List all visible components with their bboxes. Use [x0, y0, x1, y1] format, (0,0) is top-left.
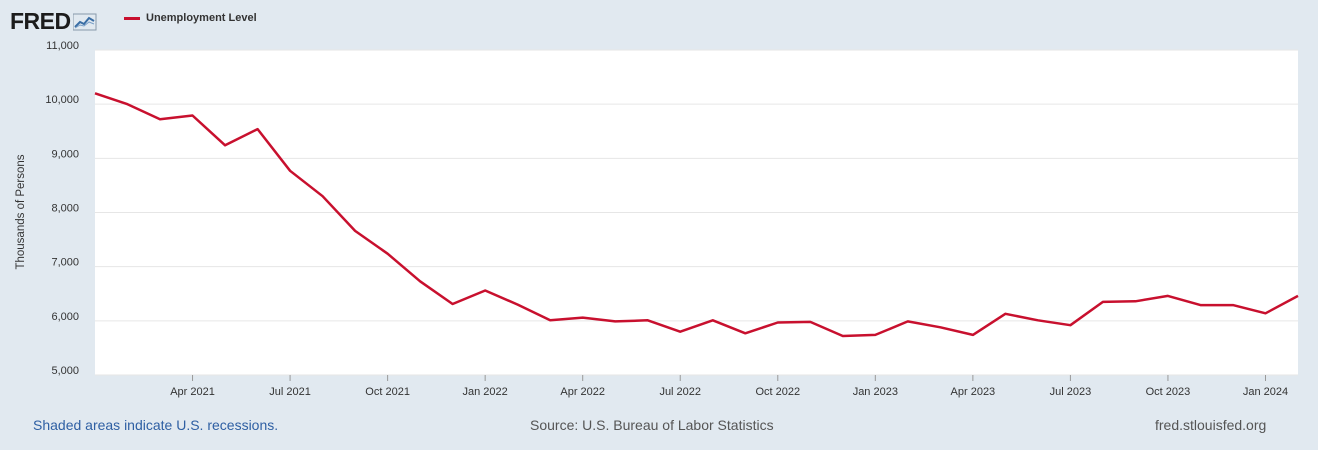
data-point[interactable] [1132, 298, 1138, 304]
x-tick-label: Apr 2022 [560, 386, 605, 398]
data-point[interactable] [612, 318, 618, 324]
x-tick-label: Apr 2023 [951, 386, 996, 398]
recession-note-link[interactable]: Shaded areas indicate U.S. recessions. [33, 417, 279, 433]
x-tick-label: Jul 2021 [269, 386, 311, 398]
data-point[interactable] [92, 90, 98, 96]
data-point[interactable] [482, 288, 488, 294]
data-point[interactable] [450, 301, 456, 307]
data-point[interactable] [1295, 293, 1301, 299]
legend-swatch [124, 16, 140, 20]
data-point[interactable] [1165, 293, 1171, 299]
fred-logo[interactable]: FRED [10, 8, 97, 35]
data-point[interactable] [905, 318, 911, 324]
y-axis-label: Thousands of Persons [15, 154, 27, 269]
data-point[interactable] [1262, 310, 1268, 316]
data-point[interactable] [677, 329, 683, 335]
y-tick-label: 11,000 [46, 40, 79, 52]
data-point[interactable] [1230, 302, 1236, 308]
x-tick-label: Oct 2023 [1146, 386, 1191, 398]
data-point[interactable] [157, 116, 163, 122]
data-point[interactable] [807, 319, 813, 325]
y-tick-label: 5,000 [51, 365, 79, 377]
x-tick-label: Apr 2021 [170, 386, 215, 398]
logo-text: FRED [10, 8, 71, 34]
data-point[interactable] [580, 315, 586, 321]
data-point[interactable] [1035, 317, 1041, 323]
x-tick-label: Jan 2022 [463, 386, 508, 398]
x-tick-label: Jan 2024 [1243, 386, 1288, 398]
data-point[interactable] [742, 330, 748, 336]
source-text: Source: U.S. Bureau of Labor Statistics [530, 417, 774, 433]
x-tick-label: Oct 2022 [755, 386, 800, 398]
x-tick-label: Jul 2023 [1050, 386, 1092, 398]
y-tick-label: 10,000 [45, 94, 79, 106]
data-point[interactable] [417, 278, 423, 284]
data-point[interactable] [840, 333, 846, 339]
data-point[interactable] [320, 193, 326, 199]
data-point[interactable] [970, 332, 976, 338]
data-point[interactable] [287, 168, 293, 174]
data-point[interactable] [645, 317, 651, 323]
data-point[interactable] [710, 317, 716, 323]
data-point[interactable] [255, 126, 261, 132]
data-point[interactable] [515, 302, 521, 308]
y-tick-label: 9,000 [51, 148, 79, 160]
data-point[interactable] [352, 228, 358, 234]
data-point[interactable] [125, 101, 131, 107]
data-point[interactable] [222, 142, 228, 148]
x-tick-label: Oct 2021 [365, 386, 410, 398]
x-tick-label: Jul 2022 [659, 386, 701, 398]
x-tick-label: Jan 2023 [853, 386, 898, 398]
legend: Unemployment Level [124, 12, 257, 24]
data-point[interactable] [937, 324, 943, 330]
data-point[interactable] [872, 332, 878, 338]
data-point[interactable] [547, 317, 553, 323]
logo-graph-icon [72, 13, 97, 30]
y-tick-label: 6,000 [51, 311, 79, 323]
legend-label: Unemployment Level [146, 12, 257, 24]
data-point[interactable] [1002, 311, 1008, 317]
data-point[interactable] [1067, 322, 1073, 328]
y-tick-label: 8,000 [51, 203, 79, 215]
data-point[interactable] [190, 113, 196, 119]
data-point[interactable] [775, 319, 781, 325]
data-point[interactable] [385, 251, 391, 257]
y-tick-label: 7,000 [51, 257, 79, 269]
data-point[interactable] [1100, 299, 1106, 305]
data-point[interactable] [1197, 302, 1203, 308]
series-line [94, 92, 1299, 338]
site-link[interactable]: fred.stlouisfed.org [1155, 417, 1267, 433]
